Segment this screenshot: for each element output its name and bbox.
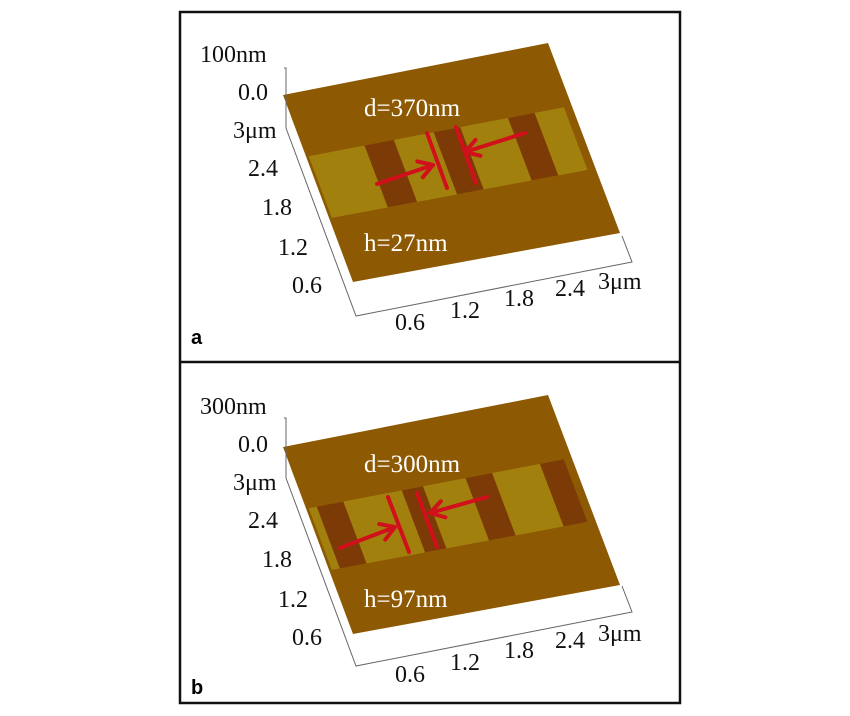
y-tick: 2.4 xyxy=(248,156,278,182)
grating-line xyxy=(316,501,367,569)
grating-line xyxy=(508,112,559,181)
axes xyxy=(284,67,633,317)
z-max-label: 300nm xyxy=(200,394,267,420)
arrowhead-icon xyxy=(377,522,397,542)
panel-a: 100nm 0.0 3μm 2.4 1.8 1.2 0.6 0.6 1.2 1.… xyxy=(191,42,642,349)
y-tick: 3μm xyxy=(233,118,277,144)
y-tick: 1.8 xyxy=(262,195,292,221)
x-tick: 2.4 xyxy=(555,628,585,654)
boundary-marker xyxy=(425,131,449,190)
x-tick: 1.8 xyxy=(504,286,534,312)
arrow-shaft xyxy=(428,495,489,515)
arrowhead-icon xyxy=(463,137,483,158)
x-tick: 3μm xyxy=(598,269,642,295)
width-markers xyxy=(338,491,489,554)
grating-band xyxy=(308,459,588,570)
arrow-shaft xyxy=(338,525,397,550)
z-min-label: 0.0 xyxy=(238,80,268,106)
arrowhead-icon xyxy=(415,159,435,180)
arrow-shaft xyxy=(375,163,435,186)
width-markers xyxy=(375,125,527,190)
afm-surface xyxy=(283,43,620,282)
y-tick: 1.2 xyxy=(278,587,308,613)
height-annotation: h=27nm xyxy=(364,230,448,257)
axes xyxy=(284,417,633,667)
panel-label: b xyxy=(191,677,203,699)
panel-b: 300nm 0.0 3μm 2.4 1.8 1.2 0.6 0.6 1.2 1.… xyxy=(191,394,642,699)
x-tick: 2.4 xyxy=(555,276,585,302)
grating-line xyxy=(401,486,447,553)
spacing-annotation: d=300nm xyxy=(364,451,461,478)
grating-line xyxy=(364,139,418,208)
height-annotation: h=97nm xyxy=(364,586,448,613)
y-tick: 1.8 xyxy=(262,547,292,573)
z-min-label: 0.0 xyxy=(238,432,268,458)
y-tick: 2.4 xyxy=(248,508,278,534)
arrow-shaft xyxy=(463,131,527,154)
x-tick: 1.2 xyxy=(450,650,480,676)
afm-surface xyxy=(283,395,620,634)
spacing-annotation: d=370nm xyxy=(364,95,461,122)
arrowhead-icon xyxy=(428,499,448,520)
boundary-marker xyxy=(415,491,439,549)
x-tick: 0.6 xyxy=(395,662,425,688)
panel-label: a xyxy=(191,327,203,349)
boundary-marker xyxy=(454,125,478,185)
y-tick: 0.6 xyxy=(292,625,322,651)
grating-line xyxy=(465,473,516,541)
x-tick: 1.2 xyxy=(450,298,480,324)
grating-line xyxy=(433,127,484,195)
y-tick: 0.6 xyxy=(292,273,322,299)
x-tick: 0.6 xyxy=(395,310,425,336)
grating-line xyxy=(539,459,588,527)
x-tick: 1.8 xyxy=(504,638,534,664)
y-tick: 3μm xyxy=(233,470,277,496)
x-tick: 3μm xyxy=(598,621,642,647)
figure-frame xyxy=(178,10,682,705)
z-max-label: 100nm xyxy=(200,42,267,68)
boundary-marker xyxy=(386,495,411,554)
y-tick: 1.2 xyxy=(278,235,308,261)
